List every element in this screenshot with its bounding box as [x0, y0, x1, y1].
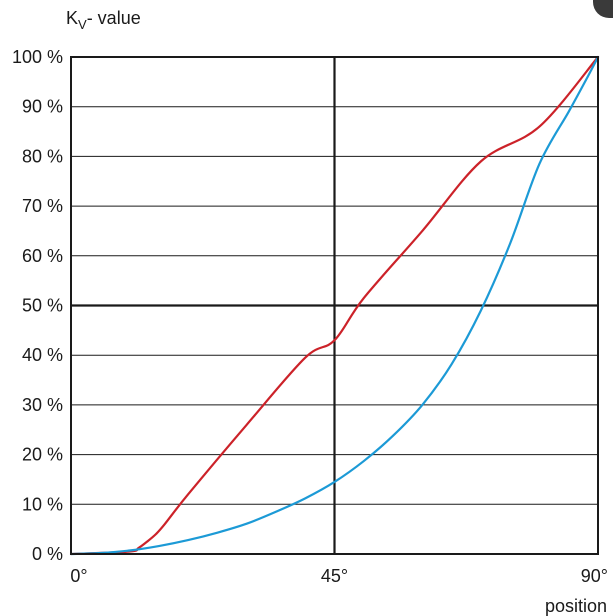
series-line-2	[69, 55, 600, 556]
y-tick-label: 80 %	[22, 146, 63, 166]
y-tick-label: 40 %	[22, 345, 63, 365]
y-tick-labels: 0 % 10 % 20 % 30 % 40 % 50 % 60 % 70 % 80 % 90 % 1…	[12, 47, 63, 564]
y-axis-title-main: K	[66, 8, 78, 28]
y-axis-title-sub: V	[78, 17, 87, 32]
y-tick-label: 60 %	[22, 246, 63, 266]
y-tick-label: 30 %	[22, 395, 63, 415]
y-tick-label: 90 %	[22, 97, 63, 117]
series-line-1	[69, 55, 600, 556]
grid-layer	[71, 57, 598, 554]
x-tick-label: 90°	[581, 566, 608, 586]
y-tick-label: 20 %	[22, 445, 63, 465]
x-tick-label: 45°	[321, 566, 348, 586]
corner-decoration	[593, 0, 613, 18]
x-tick-label: 0°	[70, 566, 87, 586]
y-tick-label: 0 %	[32, 544, 63, 564]
x-tick-labels: 0° 45° 90°	[70, 566, 608, 586]
y-tick-label: 50 %	[22, 296, 63, 316]
y-tick-label: 10 %	[22, 494, 63, 514]
series-layer	[69, 55, 600, 556]
y-axis-title: KV- value	[66, 8, 141, 32]
plot-frame	[70, 56, 599, 555]
y-tick-label: 70 %	[22, 196, 63, 216]
x-axis-title: position	[545, 596, 607, 616]
y-tick-label: 100 %	[12, 47, 63, 67]
y-axis-title-rest: - value	[87, 8, 141, 28]
